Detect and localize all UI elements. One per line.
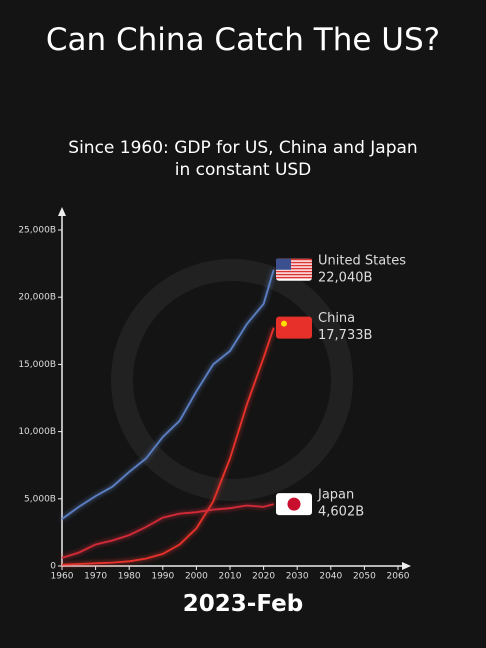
flag-canton [276, 258, 291, 270]
flag-stripe [276, 264, 312, 267]
x-tick-label: 1990 [151, 572, 174, 582]
series-name: China [318, 311, 355, 326]
series-name: Japan [317, 488, 354, 503]
flag-stripe [276, 276, 312, 279]
series-line [61, 503, 274, 559]
watermark [111, 259, 353, 501]
flag-stripe [276, 267, 312, 270]
x-tick-label: 1960 [51, 572, 74, 582]
value-label: 17,733B [318, 328, 372, 343]
value-label: 4,602B [318, 505, 364, 520]
x-tick-label: 1970 [84, 572, 107, 582]
y-tick-label: 0 [50, 562, 56, 572]
x-tick-label: 2050 [353, 572, 376, 582]
y-tick-label: 15,000B [18, 360, 56, 370]
y-tick-label: 20,000B [18, 293, 56, 303]
subtitle: Since 1960: GDP for US, China and Japan … [68, 138, 418, 180]
x-tick-label: 2060 [387, 572, 410, 582]
x-tick-label: 2040 [319, 572, 342, 582]
y-tick-label: 10,000B [18, 427, 56, 437]
flag-stripe [276, 273, 312, 276]
flag-body [276, 316, 312, 339]
y-tick-label: 5,000B [24, 494, 56, 504]
x-tick-label: 2030 [286, 572, 309, 582]
series-line [61, 327, 275, 566]
series-name: United States [318, 253, 406, 268]
value-label: 22,040B [318, 270, 372, 285]
flag-stripe [276, 258, 312, 261]
title: Can China Catch The US? [45, 22, 441, 58]
flag-stripe [276, 270, 312, 273]
x-tick-label: 2000 [185, 572, 208, 582]
series-line [61, 269, 275, 520]
x-axis-arrow [402, 562, 411, 570]
flag-disc [287, 497, 301, 511]
y-tick-label: 25,000B [18, 226, 56, 236]
date-label: 2023-Feb [182, 591, 304, 617]
flag-star [281, 320, 287, 327]
flag-stripe [276, 261, 312, 264]
x-tick-label: 2020 [252, 572, 275, 582]
x-tick-label: 2010 [219, 572, 242, 582]
x-tick-label: 1980 [118, 572, 141, 582]
y-axis-arrow [58, 207, 66, 216]
